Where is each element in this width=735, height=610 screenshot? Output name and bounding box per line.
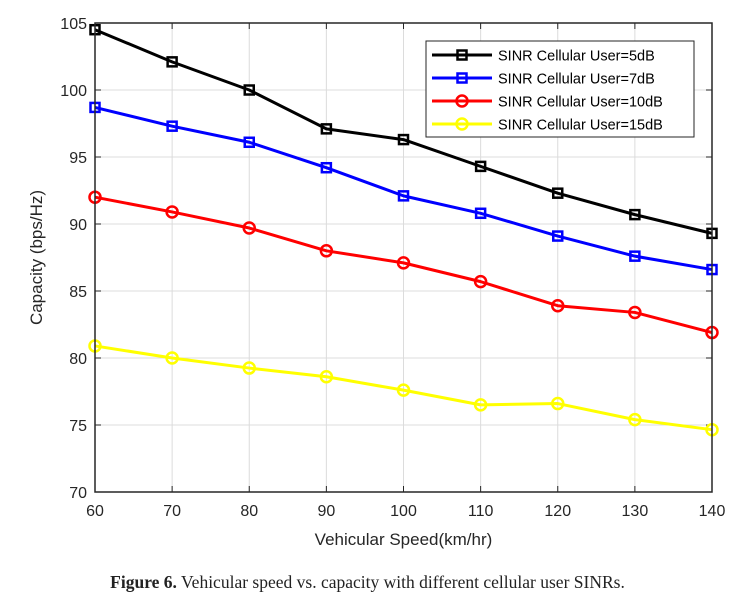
legend-item: SINR Cellular User=10dB xyxy=(432,94,663,111)
x-axis-label: Vehicular Speed(km/hr) xyxy=(315,530,493,549)
legend-item: SINR Cellular User=5dB xyxy=(432,49,655,65)
data-point xyxy=(628,412,642,427)
data-point xyxy=(396,383,411,397)
data-point xyxy=(473,274,488,289)
data-point xyxy=(474,207,487,220)
data-point xyxy=(242,221,256,235)
y-tick-label: 95 xyxy=(69,150,87,167)
legend-label: SINR Cellular User=10dB xyxy=(498,95,663,111)
x-tick-label: 80 xyxy=(240,503,258,520)
legend-marker xyxy=(456,72,468,84)
data-point xyxy=(319,370,334,384)
x-tick-label: 130 xyxy=(622,503,649,520)
x-tick-label: 120 xyxy=(544,503,571,520)
data-point xyxy=(166,56,178,68)
data-point xyxy=(551,396,565,411)
data-point xyxy=(474,160,487,173)
legend-item: SINR Cellular User=15dB xyxy=(432,117,663,134)
figure-caption: Figure 6. Vehicular speed vs. capacity w… xyxy=(0,572,735,593)
caption-text: Vehicular speed vs. capacity with differ… xyxy=(176,572,625,592)
series-line xyxy=(94,195,713,334)
data-point xyxy=(397,133,410,146)
data-point xyxy=(243,84,255,96)
y-tick-label: 75 xyxy=(69,418,87,435)
x-tick-label: 110 xyxy=(468,503,494,520)
data-point xyxy=(629,250,641,262)
plot-frame xyxy=(94,22,713,493)
x-tick-label: 90 xyxy=(317,503,335,520)
data-point xyxy=(473,398,488,412)
caption-label: Figure 6. xyxy=(110,572,177,592)
series-line xyxy=(94,344,713,432)
legend-label: SINR Cellular User=15dB xyxy=(498,118,663,134)
data-point xyxy=(165,205,179,219)
data-point xyxy=(397,190,410,202)
y-tick-label: 100 xyxy=(60,83,87,100)
series-line xyxy=(94,105,713,272)
x-tick-label: 100 xyxy=(390,503,417,520)
legend-item: SINR Cellular User=7dB xyxy=(432,72,655,88)
series-3 xyxy=(88,190,719,340)
data-point xyxy=(552,187,564,199)
data-point xyxy=(242,361,256,375)
legend-box xyxy=(425,40,695,138)
data-point xyxy=(243,136,255,149)
axis-ticks: 60 70 80 90 100 110 120 130 14070758085909510010… xyxy=(60,16,725,520)
legend-marker xyxy=(455,94,469,108)
data-point xyxy=(166,120,178,132)
series-line xyxy=(94,28,713,235)
data-point xyxy=(165,351,179,365)
x-tick-label: 70 xyxy=(163,503,181,520)
legend-label: SINR Cellular User=7dB xyxy=(498,72,655,88)
y-tick-label: 90 xyxy=(69,217,87,234)
x-tick-label: 140 xyxy=(699,503,726,520)
legend-label: SINR Cellular User=5dB xyxy=(498,49,655,65)
y-tick-label: 80 xyxy=(69,351,87,368)
data-point xyxy=(552,230,564,242)
series-2 xyxy=(89,101,718,276)
legend: SINR Cellular User=5dB SINR Cellular User… xyxy=(425,40,695,138)
legend-marker xyxy=(455,117,469,131)
y-tick-label: 85 xyxy=(69,284,87,301)
data-point xyxy=(320,123,333,135)
y-tick-label: 70 xyxy=(69,485,87,502)
data-point xyxy=(319,244,334,258)
series-4 xyxy=(88,339,719,437)
data-point xyxy=(628,305,642,320)
data-point xyxy=(320,161,333,174)
y-axis-label: Capacity (bps/Hz) xyxy=(27,190,46,325)
y-tick-label: 105 xyxy=(60,16,87,33)
series-layer xyxy=(88,23,719,437)
data-point xyxy=(551,298,565,313)
data-point xyxy=(396,256,411,270)
data-point xyxy=(629,208,641,221)
x-tick-label: 60 xyxy=(86,503,104,520)
legend-marker xyxy=(456,49,468,61)
